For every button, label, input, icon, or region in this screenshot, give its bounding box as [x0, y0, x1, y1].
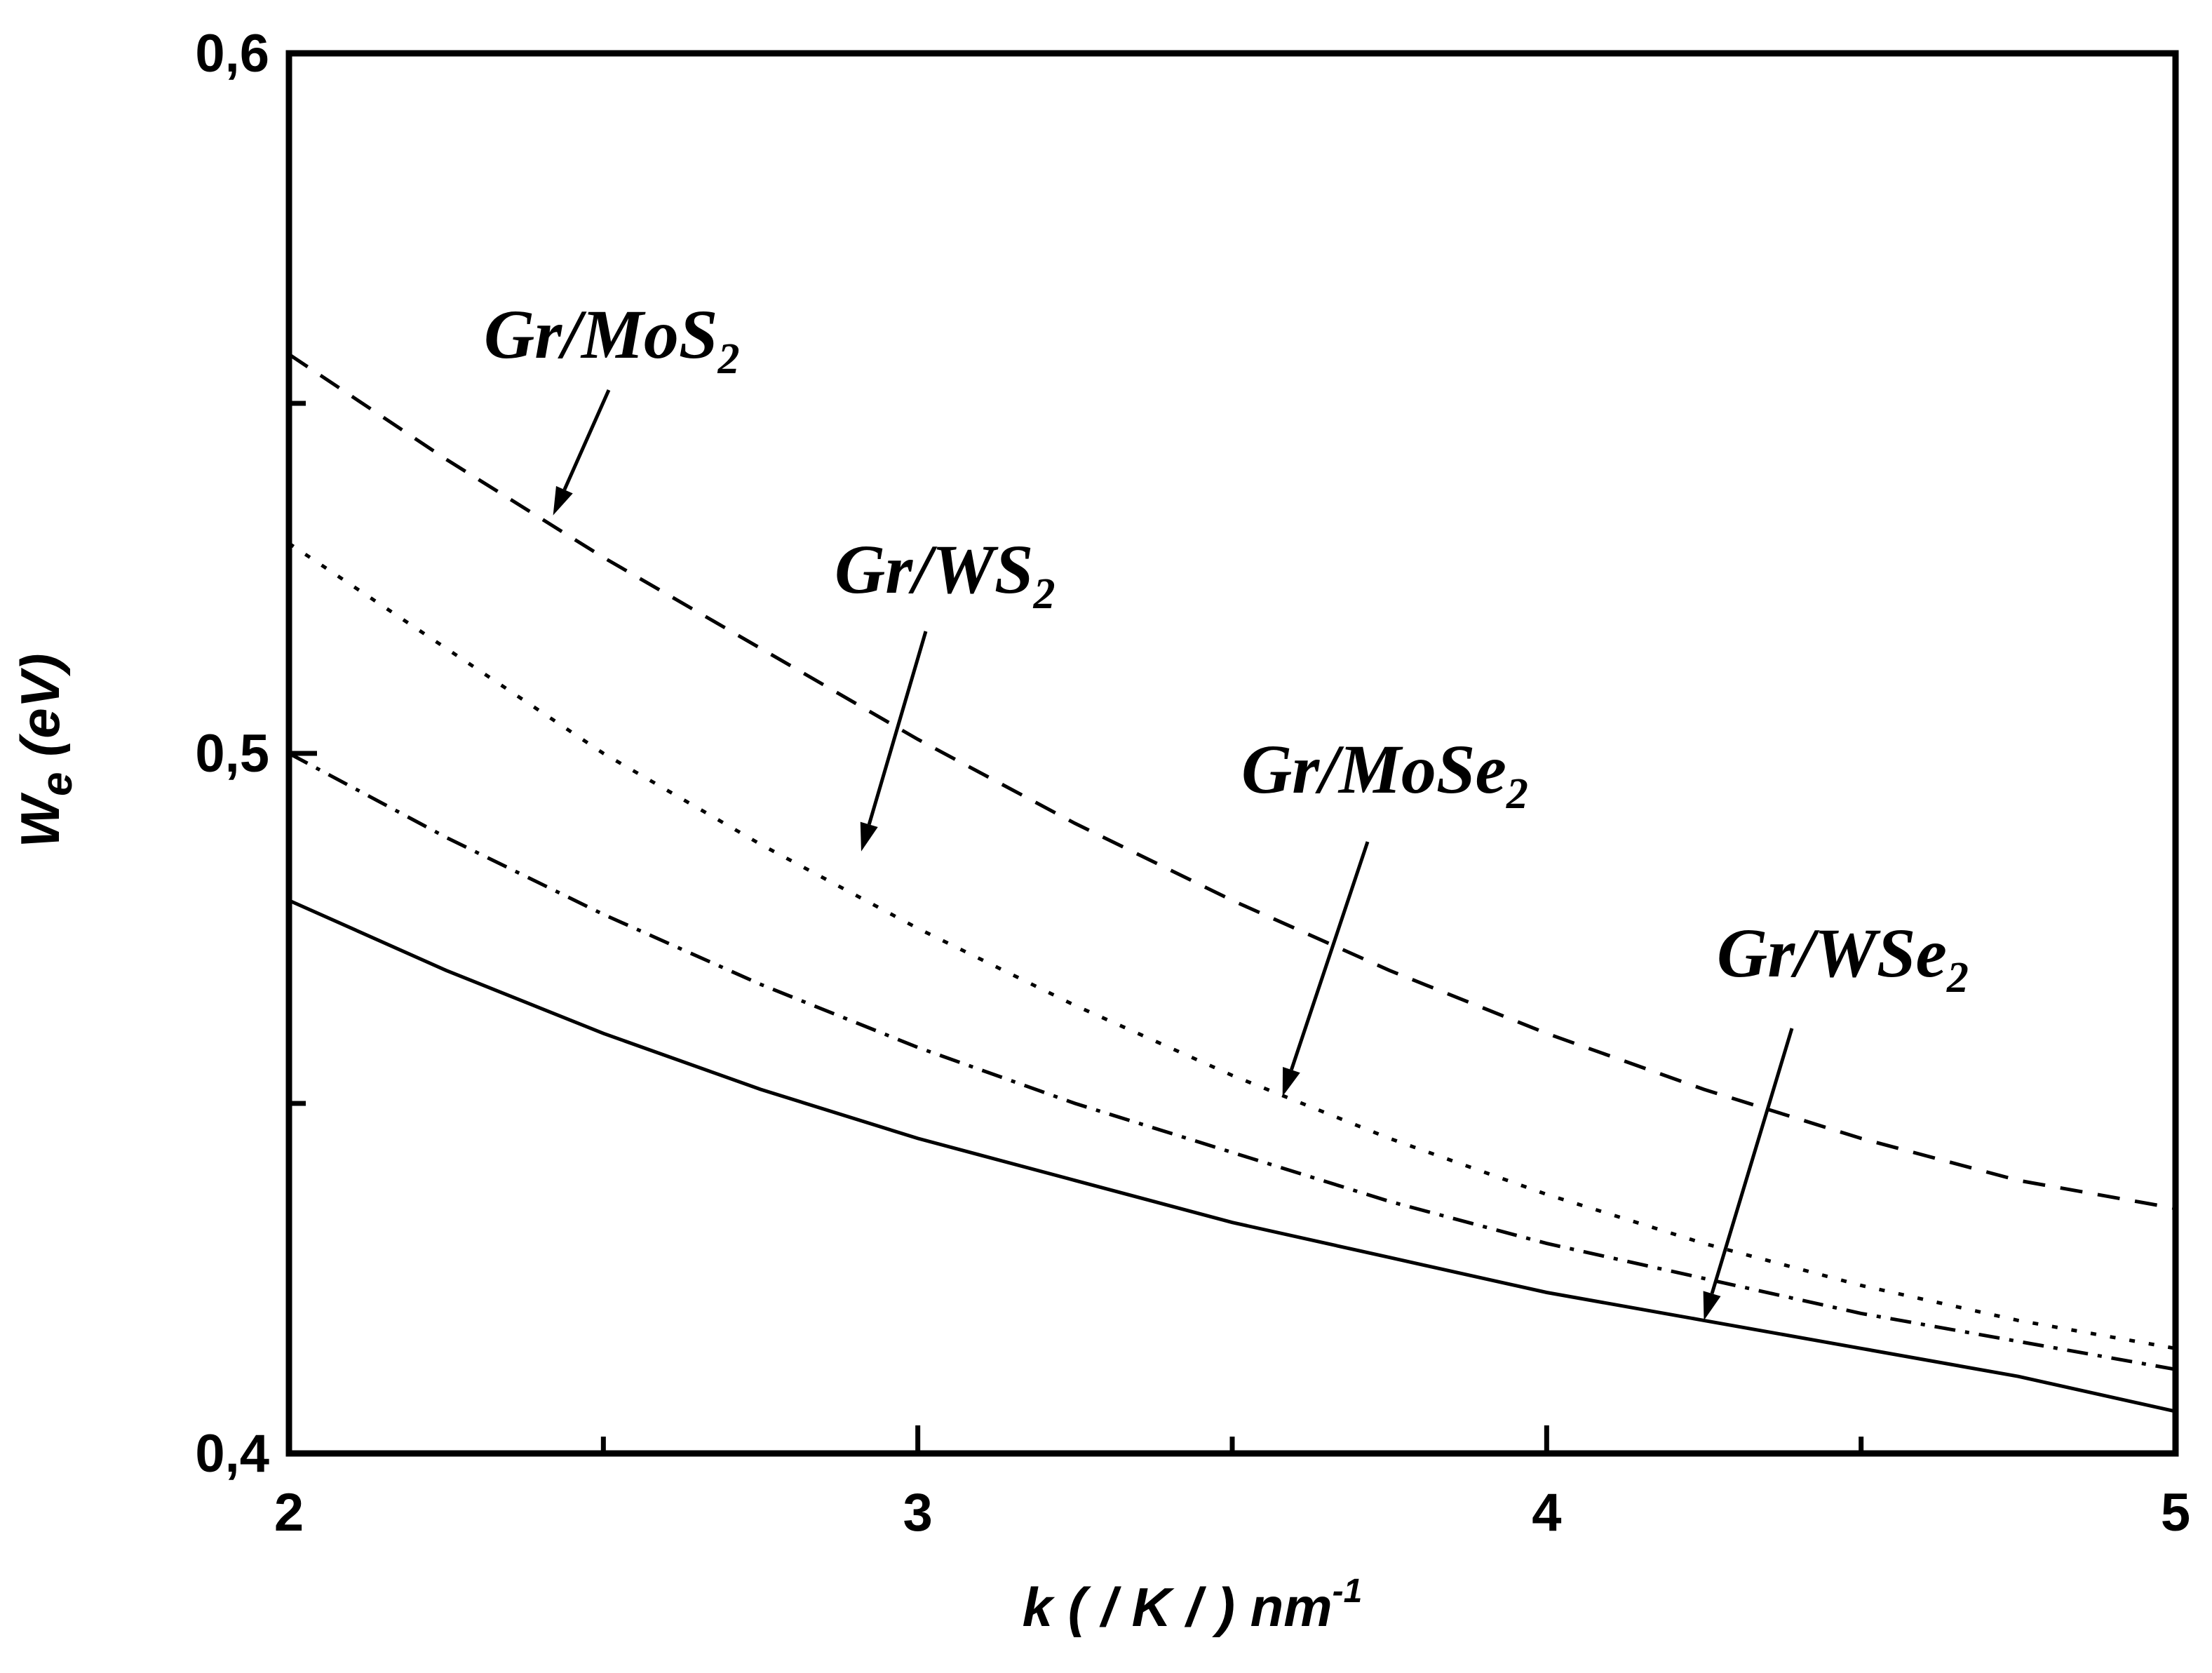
plot-frame [285, 50, 2179, 1457]
annotation-gr-mose2: Gr/MoSe2 [1241, 730, 1528, 1097]
annotation-gr-mos2: Gr/MoS2 [484, 295, 739, 516]
annotation-arrow-shaft [1290, 841, 1370, 1070]
series-label-main: Gr/WS [835, 530, 1033, 608]
tick-labels: 2 3 4 5 0,4 0,5 0,6 [195, 24, 2190, 1543]
series-label-gr-ws2: Gr/WS2 [835, 530, 1055, 618]
x-tick-label: 5 [2161, 1483, 2190, 1543]
series-label-main: Gr/MoS [484, 295, 717, 373]
x-axis-title: k ( / K / ) nm-1 [1023, 1573, 1363, 1638]
series-line-gr-wse2 [288, 899, 2176, 1413]
annotation-arrow-head [1703, 1291, 1721, 1321]
annotation-gr-ws2: Gr/WS2 [835, 530, 1055, 852]
annotation-arrow-head [1282, 1066, 1300, 1097]
x-tick-label: 4 [1532, 1483, 1561, 1543]
series-label-subscript: 2 [717, 335, 739, 383]
series-label-subscript: 2 [1032, 570, 1055, 618]
series-line-gr-mos2 [288, 353, 2176, 1211]
y-axis-title-unit: (eV) [9, 653, 71, 772]
series-line-gr-mose2 [288, 751, 2176, 1371]
x-axis-title-main: k ( / K / ) nm [1023, 1576, 1333, 1638]
series-label-subscript: 2 [1506, 770, 1528, 818]
y-tick-label: 0,5 [195, 724, 269, 784]
annotation-arrow-head [553, 485, 573, 516]
series-label-gr-mos2: Gr/MoS2 [484, 295, 739, 383]
x-axis-title-superscript: -1 [1333, 1573, 1363, 1610]
y-tick-label: 0,6 [195, 24, 269, 83]
series-label-main: Gr/WSe [1717, 914, 1947, 992]
y-axis-title-subscript: e [33, 772, 81, 795]
y-tick-label: 0,4 [195, 1424, 269, 1484]
x-tick-label: 3 [903, 1483, 933, 1543]
series-label-gr-wse2: Gr/WSe2 [1717, 914, 1969, 1002]
series-label-subscript: 2 [1946, 954, 1969, 1002]
y-axis-title: We (eV) [9, 653, 81, 847]
annotation-arrow-shaft [562, 389, 611, 491]
annotation-gr-wse2: Gr/WSe2 [1703, 914, 1969, 1321]
x-tick-label: 2 [274, 1483, 304, 1543]
series-curves [288, 353, 2176, 1413]
series-label-gr-mose2: Gr/MoSe2 [1241, 730, 1528, 818]
series-line-gr-ws2 [288, 542, 2176, 1350]
annotation-arrow-head [860, 821, 878, 852]
series-label-main: Gr/MoSe [1241, 730, 1506, 808]
annotation-arrow-shaft [867, 631, 928, 826]
axis-ticks [286, 51, 2178, 1456]
y-axis-title-main: W [9, 792, 71, 848]
annotation-arrow-shaft [1710, 1028, 1794, 1294]
